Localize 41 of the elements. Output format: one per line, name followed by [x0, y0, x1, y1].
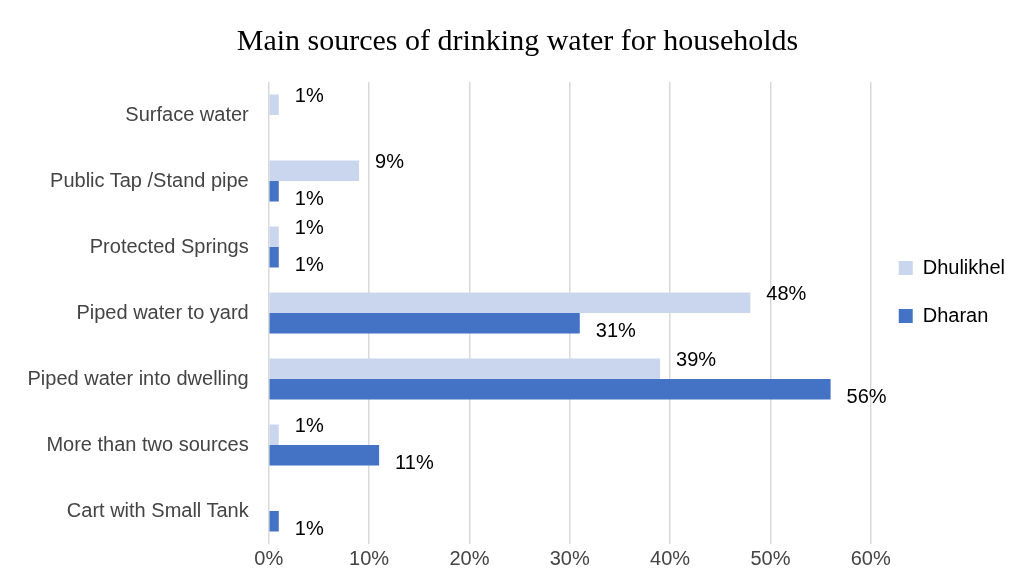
- data-label: 39%: [676, 348, 717, 371]
- y-tick-label: More than two sources: [46, 432, 249, 455]
- data-label: 1%: [294, 84, 324, 107]
- x-tick-label: 60%: [850, 546, 891, 569]
- x-tick-label: 30%: [549, 546, 590, 569]
- x-tick-label: 50%: [750, 546, 791, 569]
- y-tick-label: Cart with Small Tank: [66, 498, 250, 521]
- y-tick-label: Piped water into dwelling: [27, 366, 249, 389]
- chart-title: Main sources of drinking water for households: [236, 22, 799, 56]
- bar: [269, 379, 831, 400]
- bar: [269, 445, 380, 466]
- data-label: 56%: [846, 384, 887, 407]
- data-label: 1%: [294, 516, 324, 539]
- data-label: 11%: [395, 450, 434, 473]
- y-tick-label: Public Tap /Stand pipe: [50, 168, 249, 191]
- bar: [269, 358, 661, 379]
- bar: [269, 292, 751, 313]
- x-tick-label: 0%: [254, 546, 284, 569]
- bar: [269, 511, 279, 532]
- bar: [269, 94, 279, 115]
- legend-label: Dharan: [922, 303, 989, 326]
- data-label: 1%: [294, 414, 324, 437]
- bar: [269, 181, 279, 202]
- data-label: 1%: [294, 252, 324, 275]
- bar: [269, 160, 360, 181]
- bar: [269, 247, 279, 268]
- x-tick-label: 40%: [650, 546, 691, 569]
- x-tick-label: 20%: [449, 546, 490, 569]
- data-label: 48%: [766, 282, 807, 305]
- legend-label: Dhulikhel: [922, 255, 1005, 278]
- y-tick-label: Piped water to yard: [76, 300, 249, 323]
- data-label: 1%: [294, 216, 324, 239]
- data-label: 9%: [375, 150, 405, 173]
- y-tick-label: Protected Springs: [89, 234, 249, 257]
- bar: [269, 424, 279, 445]
- bar: [269, 313, 580, 334]
- bar: [269, 226, 279, 247]
- data-label: 31%: [595, 318, 637, 341]
- data-label: 1%: [294, 186, 324, 209]
- x-tick-label: 10%: [349, 546, 390, 569]
- y-tick-label: Surface water: [125, 102, 250, 125]
